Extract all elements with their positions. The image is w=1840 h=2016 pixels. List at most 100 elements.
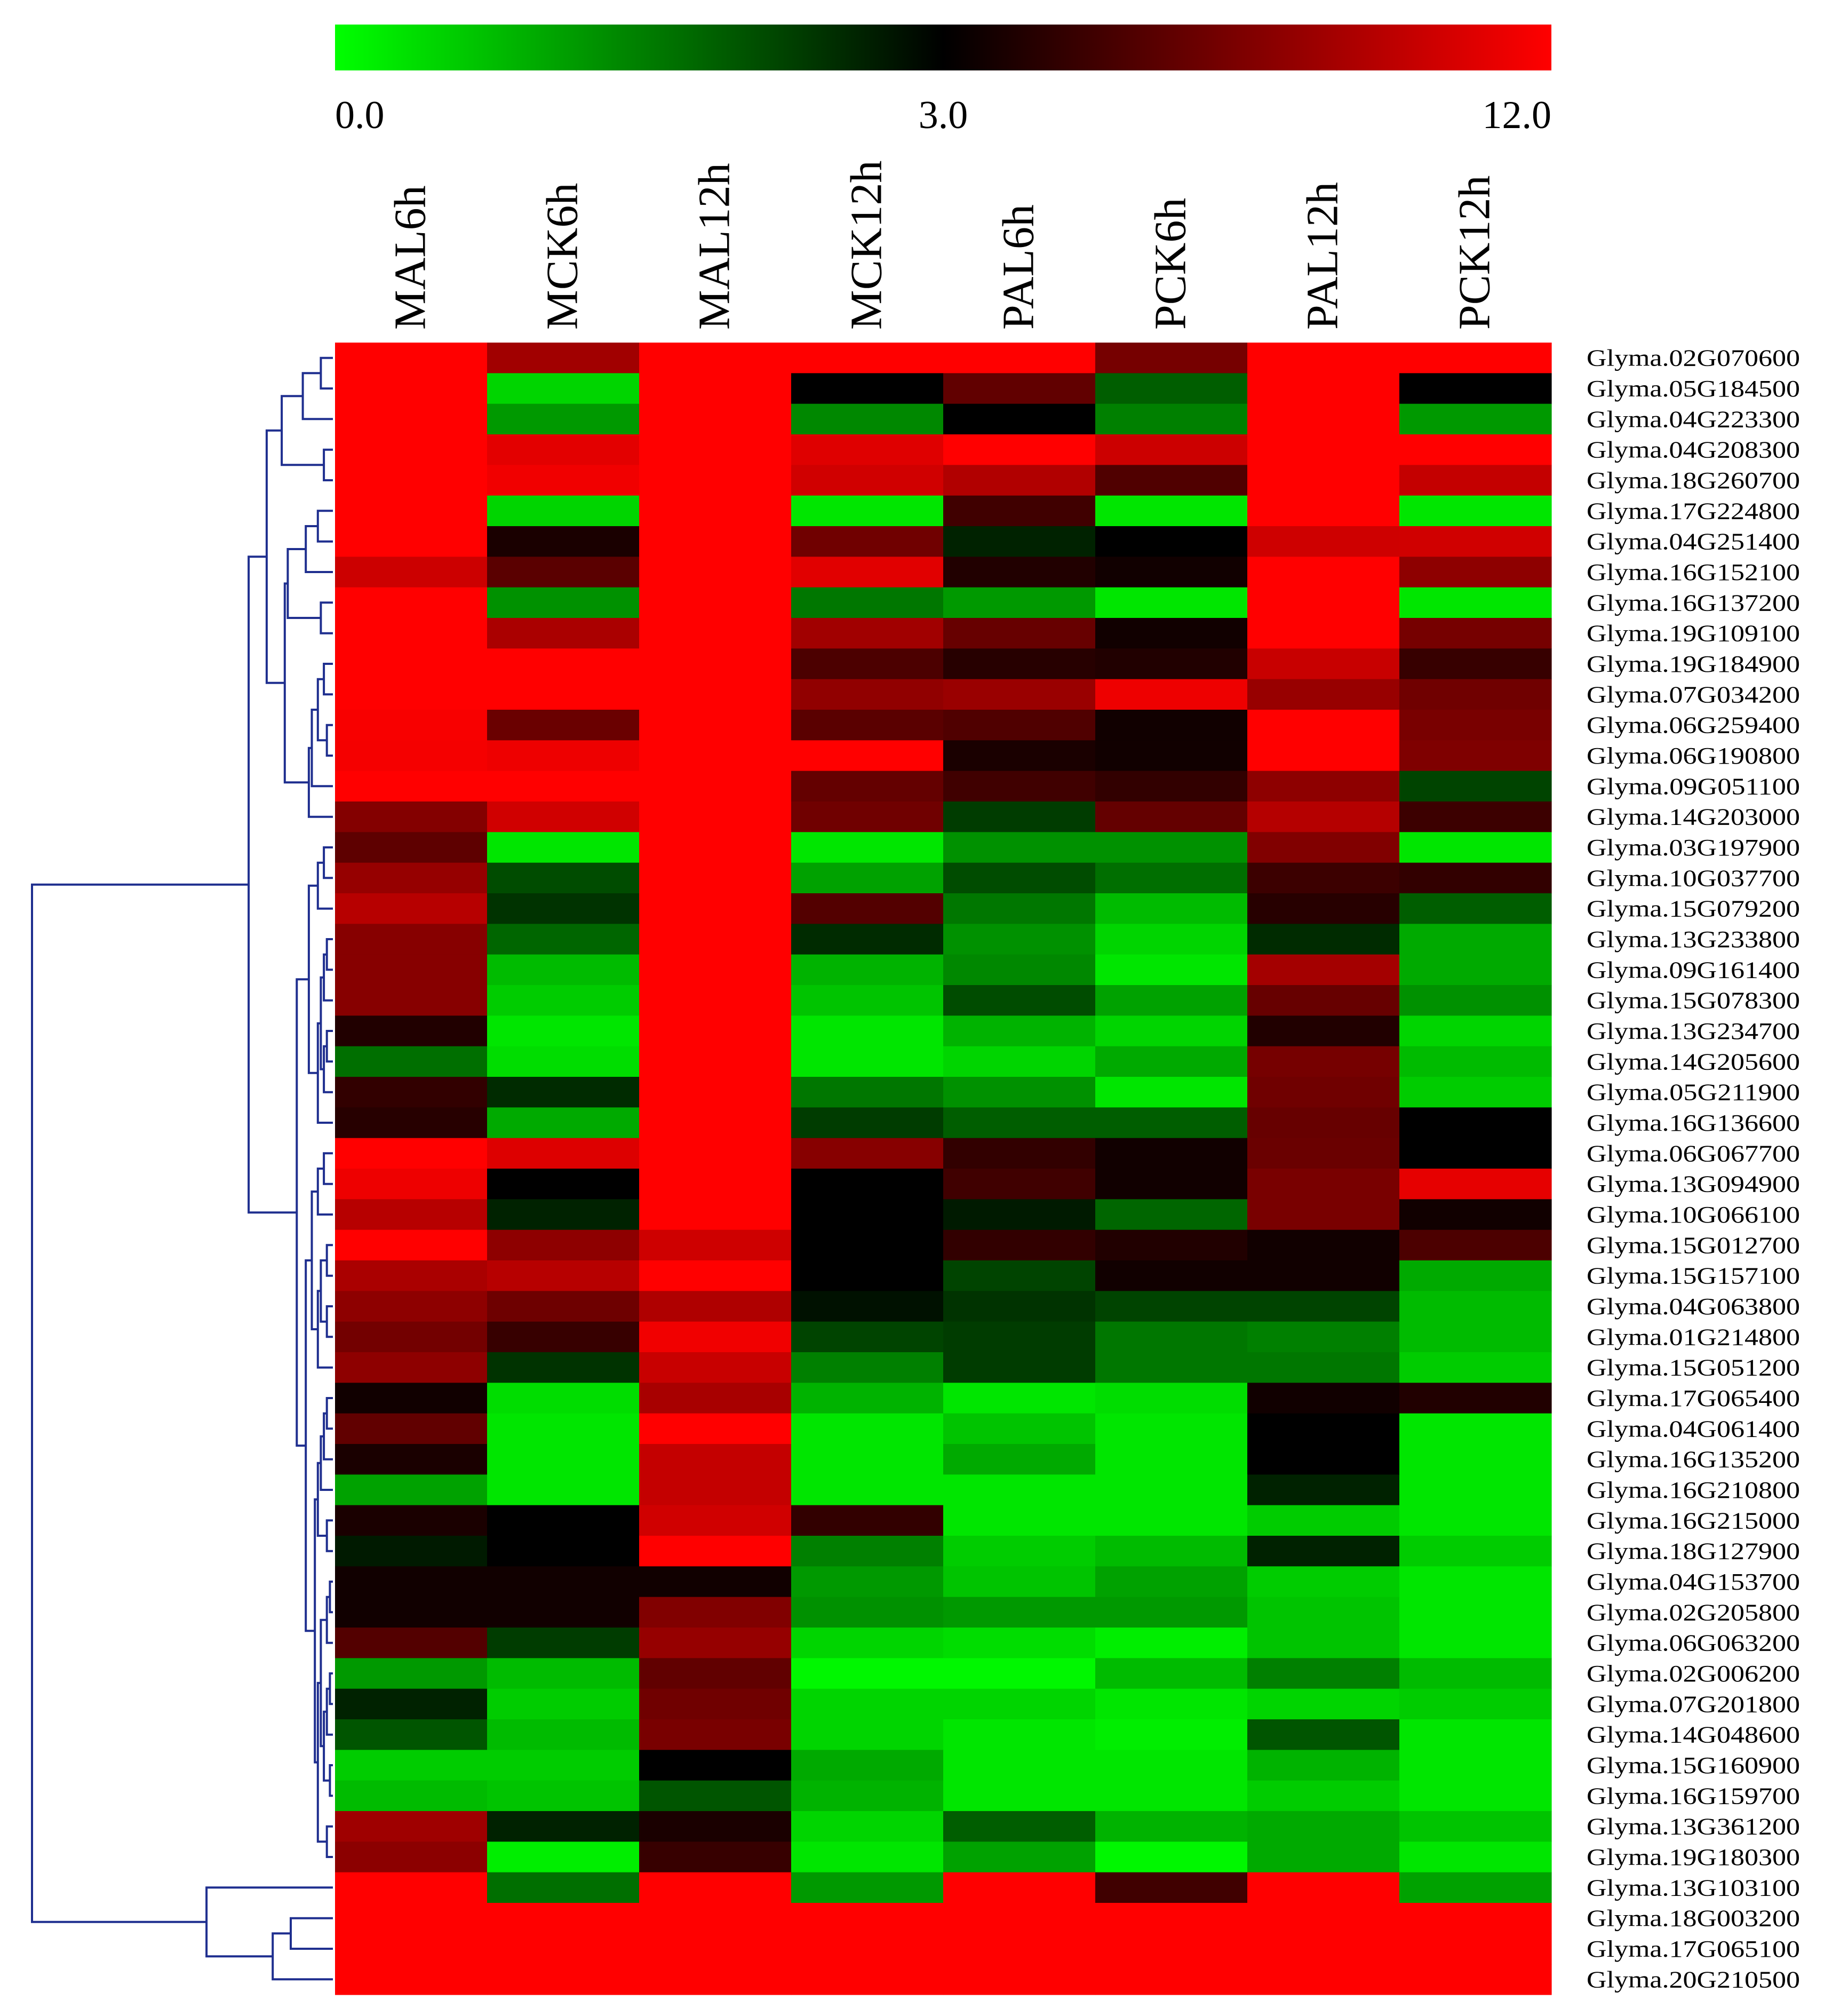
row-label: Glyma.07G201800 bbox=[1587, 1691, 1800, 1717]
heatmap-cell bbox=[1399, 1536, 1552, 1567]
row-label: Glyma.04G061400 bbox=[1587, 1416, 1800, 1442]
heatmap-cell bbox=[335, 1015, 488, 1047]
heatmap-cell bbox=[639, 1229, 792, 1261]
heatmap-cell bbox=[943, 1474, 1096, 1506]
row-label: Glyma.17G065100 bbox=[1587, 1936, 1800, 1962]
heatmap-cell bbox=[1095, 1933, 1248, 1965]
dendrogram-branch bbox=[31, 883, 249, 1923]
heatmap-cell bbox=[335, 801, 488, 832]
heatmap-cell bbox=[335, 434, 488, 465]
row-label: Glyma.18G260700 bbox=[1587, 467, 1800, 494]
heatmap-cell bbox=[487, 1505, 640, 1536]
heatmap-cell bbox=[1247, 679, 1400, 710]
heatmap-cell bbox=[335, 1474, 488, 1506]
row-label: Glyma.15G157100 bbox=[1587, 1263, 1800, 1289]
heatmap-cell bbox=[1095, 1597, 1248, 1628]
heatmap-cell bbox=[1247, 1658, 1400, 1689]
heatmap-cell bbox=[1247, 1780, 1400, 1812]
row-label: Glyma.10G037700 bbox=[1587, 865, 1800, 891]
heatmap-cell bbox=[1247, 1719, 1400, 1750]
heatmap-cell bbox=[943, 771, 1096, 802]
row-label: Glyma.06G067700 bbox=[1587, 1140, 1800, 1166]
heatmap-cell bbox=[791, 1015, 944, 1047]
heatmap-cell bbox=[1247, 1474, 1400, 1506]
heatmap-cell bbox=[943, 343, 1096, 374]
heatmap-cell bbox=[335, 1046, 488, 1077]
heatmap-cell bbox=[791, 1199, 944, 1231]
heatmap-cell bbox=[335, 526, 488, 557]
heatmap-cell bbox=[335, 1933, 488, 1965]
dendrogram-branch bbox=[316, 1462, 327, 1537]
heatmap-cell bbox=[1399, 1413, 1552, 1444]
heatmap-cell bbox=[791, 618, 944, 649]
heatmap-cell bbox=[335, 893, 488, 924]
dendrogram-branch bbox=[316, 510, 333, 543]
heatmap-cell bbox=[791, 1842, 944, 1873]
heatmap-cell bbox=[1095, 740, 1248, 772]
row-label: Glyma.14G205600 bbox=[1587, 1049, 1800, 1075]
dendrogram-branch bbox=[323, 448, 333, 481]
column-label: PCK12h bbox=[1450, 176, 1500, 330]
heatmap-cell bbox=[1247, 1872, 1400, 1903]
heatmap-cell bbox=[1399, 862, 1552, 894]
heatmap-cell bbox=[487, 801, 640, 832]
row-label: Glyma.04G063800 bbox=[1587, 1293, 1800, 1320]
heatmap-cell bbox=[943, 740, 1096, 772]
dendrogram-branch bbox=[316, 1681, 327, 1843]
dendrogram-branch bbox=[320, 356, 333, 390]
heatmap-cell bbox=[1095, 954, 1248, 986]
row-label: Glyma.02G070600 bbox=[1587, 345, 1800, 371]
heatmap-cell bbox=[1095, 1199, 1248, 1231]
heatmap-cell bbox=[1399, 1780, 1552, 1812]
dendrogram-branch bbox=[305, 1259, 315, 1632]
heatmap-cell bbox=[1247, 1077, 1400, 1108]
heatmap-cell bbox=[487, 403, 640, 435]
heatmap-cell bbox=[1399, 1719, 1552, 1750]
heatmap-cell bbox=[1095, 679, 1248, 710]
heatmap-cell bbox=[1399, 1872, 1552, 1903]
heatmap-cell bbox=[335, 495, 488, 527]
heatmap-cell bbox=[639, 985, 792, 1016]
heatmap-cell bbox=[1399, 495, 1552, 527]
heatmap-cell bbox=[487, 1260, 640, 1291]
heatmap-cell bbox=[1095, 1872, 1248, 1903]
heatmap-cell bbox=[639, 1628, 792, 1658]
dendrogram-branch bbox=[323, 953, 333, 1002]
heatmap-cell bbox=[943, 1383, 1096, 1414]
heatmap-cell bbox=[487, 893, 640, 924]
heatmap-cell bbox=[639, 1719, 792, 1750]
heatmap-cell bbox=[335, 557, 488, 588]
heatmap-cell bbox=[791, 832, 944, 863]
column-label: MAL12h bbox=[690, 163, 739, 330]
heatmap-cell bbox=[335, 1107, 488, 1139]
heatmap-cell bbox=[1247, 526, 1400, 557]
heatmap-cell bbox=[791, 1658, 944, 1689]
heatmap-cell bbox=[943, 1505, 1096, 1536]
row-label: Glyma.16G137200 bbox=[1587, 590, 1800, 616]
heatmap-cell bbox=[487, 1291, 640, 1322]
heatmap-cell bbox=[639, 954, 792, 986]
heatmap-cell bbox=[1095, 495, 1248, 527]
heatmap-cell bbox=[943, 1291, 1096, 1322]
heatmap-cell bbox=[335, 710, 488, 741]
heatmap-cell bbox=[1247, 618, 1400, 649]
heatmap-cell bbox=[791, 801, 944, 832]
heatmap-cell bbox=[1095, 1138, 1248, 1169]
heatmap-cell bbox=[1095, 1964, 1248, 1995]
heatmap-cell bbox=[1399, 1229, 1552, 1261]
heatmap-cell bbox=[487, 679, 640, 710]
heatmap-cell bbox=[639, 1474, 792, 1506]
heatmap-cell bbox=[1247, 1015, 1400, 1047]
heatmap-cell bbox=[943, 1046, 1096, 1077]
heatmap-cell bbox=[639, 1352, 792, 1383]
color-scale-bar bbox=[335, 25, 1551, 70]
heatmap-cell bbox=[1247, 495, 1400, 527]
heatmap-cell bbox=[1095, 710, 1248, 741]
row-label: Glyma.10G066100 bbox=[1587, 1202, 1800, 1228]
heatmap-cell bbox=[1095, 1566, 1248, 1598]
heatmap-cell bbox=[1399, 1688, 1552, 1720]
heatmap-cell bbox=[335, 403, 488, 435]
row-label: Glyma.15G078300 bbox=[1587, 988, 1800, 1014]
heatmap-cell bbox=[487, 557, 640, 588]
heatmap-cell bbox=[791, 1107, 944, 1139]
